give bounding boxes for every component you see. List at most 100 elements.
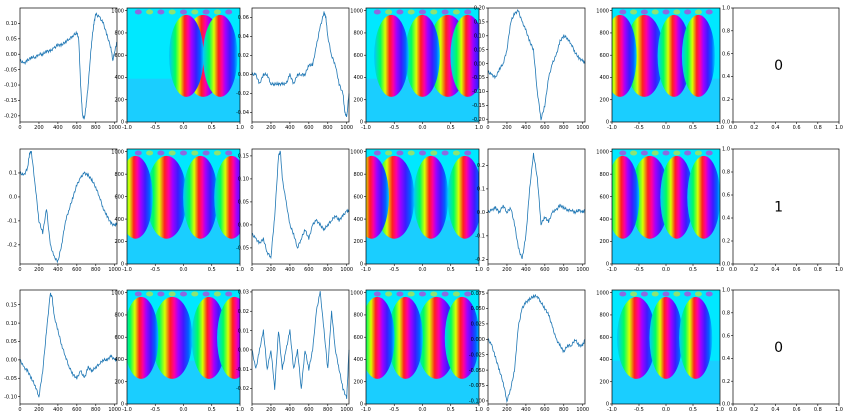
row0-col5-scalogram-lobe bbox=[612, 14, 637, 97]
row0-col4-signal-plot-x-tick-label: 400 bbox=[521, 125, 531, 131]
row2-col2-signal-plot-x-tick-label: 800 bbox=[323, 407, 333, 413]
row1-col5-scalogram-x-tick-label: 0.5 bbox=[689, 267, 697, 273]
row0-col5-scalogram-x-tick-label: -0.5 bbox=[634, 125, 644, 131]
row2-col1-scalogram-x-tick-label: 0.0 bbox=[180, 407, 188, 413]
row1-col4-signal-plot bbox=[487, 149, 586, 264]
row2-col6-label-panel-y-tick-label: 0.6 bbox=[722, 333, 730, 339]
row2-col2-signal-plot-frame bbox=[251, 289, 350, 405]
row2-col3-scalogram-x-tick-label: 0.0 bbox=[419, 407, 427, 413]
row0-col6-label-panel-y-tick-label: 0.2 bbox=[722, 97, 730, 103]
row1-col5-scalogram-y-tick-label: 600 bbox=[599, 194, 609, 200]
row2-col1-scalogram-x-tick-label: -1.0 bbox=[122, 407, 132, 413]
row0-col1-scalogram-y-tick-label: 200 bbox=[114, 97, 124, 103]
row1-col4-signal-plot-y-tick-label: -0.1 bbox=[475, 234, 485, 240]
row0-col0-signal-plot-y-tick-label: 0.00 bbox=[6, 52, 17, 58]
row2-col5-scalogram-x-tick-label: 0.5 bbox=[689, 407, 697, 413]
row0-col0-signal-plot bbox=[19, 8, 118, 122]
row1-col2-signal-plot-x-tick-label: 400 bbox=[285, 267, 295, 273]
row0-col3-scalogram-y-tick-label: 200 bbox=[353, 97, 363, 103]
row0-col4-signal-plot-y-tick-label: -0.20 bbox=[472, 117, 485, 123]
row1-col0-signal-plot-series-line bbox=[19, 151, 118, 264]
row0-col6-label-panel-x-tick-label: 0.8 bbox=[814, 125, 822, 131]
row1-col2-signal-plot-x-tick-label: 1000 bbox=[340, 267, 353, 273]
row1-col2-signal-plot-y-tick-label: -0.05 bbox=[236, 246, 249, 252]
row1-col1-scalogram-y-tick-label: 1000 bbox=[111, 149, 124, 155]
row1-col1-scalogram-lobe bbox=[214, 155, 240, 239]
row1-col3-scalogram-x-tick-label: -0.5 bbox=[389, 267, 399, 273]
row0-col0-signal-plot-x-tick-label: 400 bbox=[53, 125, 63, 131]
row0-col2-signal-plot bbox=[251, 8, 350, 122]
row1-col6-label-panel-x-tick-label: 0.4 bbox=[771, 267, 779, 273]
row2-col3-scalogram-y-tick-label: 1000 bbox=[350, 290, 363, 296]
row2-col1-scalogram-y-tick-label: 0 bbox=[121, 402, 124, 408]
row0-col0-signal-plot-x-tick-label: 200 bbox=[34, 125, 44, 131]
row2-col5-scalogram-y-tick-label: 200 bbox=[599, 379, 609, 385]
row2-col6-label-panel-y-tick-label: 0.2 bbox=[722, 379, 730, 385]
row0-col2-signal-plot-x-tick-label: 1000 bbox=[340, 125, 353, 131]
row2-col0-signal-plot-x-tick-label: 800 bbox=[91, 407, 101, 413]
row0-col6-label-panel-x-tick-label: 0.0 bbox=[729, 125, 737, 131]
row2-col6-label-panel: 0 bbox=[733, 290, 839, 404]
row1-col4-signal-plot-x-tick-label: 400 bbox=[521, 267, 531, 273]
row2-col4-signal-plot-x-tick-label: 400 bbox=[521, 407, 531, 413]
row1-col5-scalogram bbox=[612, 149, 720, 264]
row1-col0-signal-plot-y-tick-label: 0.1 bbox=[9, 171, 17, 177]
row0-col2-signal-plot-y-tick-label: 0.00 bbox=[238, 72, 249, 78]
row0-col3-scalogram-x-tick-label: 0.0 bbox=[419, 125, 427, 131]
row0-col0-signal-plot-x-tick-label: 800 bbox=[91, 125, 101, 131]
row2-col6-label-panel-y-tick-label: 0.8 bbox=[722, 311, 730, 317]
row0-col3-scalogram-y-tick-label: 800 bbox=[353, 31, 363, 37]
row0-col5-scalogram-x-tick-label: 1.0 bbox=[716, 125, 724, 131]
row0-col1-scalogram-lobe bbox=[202, 14, 238, 97]
row2-col4-signal-plot-x-tick-label: 1000 bbox=[576, 407, 589, 413]
row0-col4-signal-plot-x-tick-label: 1000 bbox=[576, 125, 589, 131]
row1-col6-label-panel-x-tick-label: 0.2 bbox=[750, 267, 758, 273]
row1-col1-scalogram-lobe bbox=[183, 155, 218, 239]
row2-col3-scalogram-lobe bbox=[366, 296, 395, 379]
row2-col5-scalogram-x-tick-label: 0.0 bbox=[662, 407, 670, 413]
row0-col4-signal-plot bbox=[487, 8, 586, 122]
row1-col2-signal-plot-y-tick-label: 0.15 bbox=[238, 154, 249, 160]
row2-col2-signal-plot-x-tick-label: 600 bbox=[304, 407, 314, 413]
row1-col6-label-panel-y-tick-label: 0.4 bbox=[722, 216, 730, 222]
row0-col1-scalogram-x-tick-label: -1.0 bbox=[122, 125, 132, 131]
row1-col6-label-panel-x-tick-label: 0.6 bbox=[793, 267, 801, 273]
row0-col1-scalogram-x-tick-label: -0.5 bbox=[150, 125, 160, 131]
row0-col3-scalogram-y-tick-label: 400 bbox=[353, 75, 363, 81]
row0-col5-scalogram-x-tick-label: -1.0 bbox=[607, 125, 617, 131]
row2-col1-scalogram-y-tick-label: 1000 bbox=[111, 290, 124, 296]
row0-col0-signal-plot-series-line bbox=[19, 12, 118, 120]
row2-col1-scalogram-lobe bbox=[191, 296, 227, 379]
row1-col1-scalogram-lobe bbox=[127, 155, 153, 239]
row0-col1-scalogram-y-tick-label: 1000 bbox=[111, 8, 124, 14]
row1-col3-scalogram-y-tick-label: 400 bbox=[353, 217, 363, 223]
row0-col5-scalogram-y-tick-label: 600 bbox=[599, 53, 609, 59]
row0-col5-scalogram-y-tick-label: 200 bbox=[599, 97, 609, 103]
row1-col4-signal-plot-x-tick-label: 800 bbox=[559, 267, 569, 273]
row2-col0-signal-plot-x-tick-label: 200 bbox=[34, 407, 44, 413]
row1-col5-scalogram-y-tick-label: 1000 bbox=[596, 149, 609, 155]
row2-col1-scalogram bbox=[127, 290, 240, 404]
row2-col2-signal-plot-x-tick-label: 400 bbox=[285, 407, 295, 413]
row1-col0-signal-plot-x-tick-label: 800 bbox=[91, 267, 101, 273]
row1-col4-signal-plot-series-line bbox=[487, 152, 586, 260]
row0-col2-signal-plot-frame bbox=[251, 7, 350, 123]
row1-col6-label-panel-y-tick-label: 1.0 bbox=[722, 147, 730, 153]
row1-col2-signal-plot-y-tick-label: 0.10 bbox=[238, 177, 249, 183]
row0-col0-signal-plot-y-tick-label: -0.20 bbox=[4, 114, 17, 120]
row2-col1-scalogram-x-tick-label: -0.5 bbox=[150, 407, 160, 413]
row1-col2-signal-plot bbox=[251, 149, 350, 264]
row1-col5-scalogram-y-tick-label: 800 bbox=[599, 172, 609, 178]
row2-col3-scalogram-lobe bbox=[416, 296, 457, 379]
row2-col4-signal-plot-y-tick-label: 0.025 bbox=[471, 322, 485, 328]
row1-col1-scalogram-y-tick-label: 0 bbox=[121, 262, 124, 268]
row1-col6-label-panel-y-tick-label: 0.2 bbox=[722, 239, 730, 245]
row0-col2-signal-plot-series-line bbox=[251, 11, 350, 118]
row0-col4-signal-plot-y-tick-label: 0.15 bbox=[474, 20, 485, 26]
row0-col4-signal-plot-y-tick-label: 0.00 bbox=[474, 61, 485, 67]
row1-col6-label-panel-x-tick-label: 0.0 bbox=[729, 267, 737, 273]
row1-col1-scalogram-y-tick-label: 200 bbox=[114, 239, 124, 245]
row2-col6-label-panel-x-tick-label: 0.0 bbox=[729, 407, 737, 413]
row2-col6-label-panel-y-tick-label: 1.0 bbox=[722, 288, 730, 294]
row1-col0-signal-plot-y-tick-label: -0.1 bbox=[7, 219, 17, 225]
